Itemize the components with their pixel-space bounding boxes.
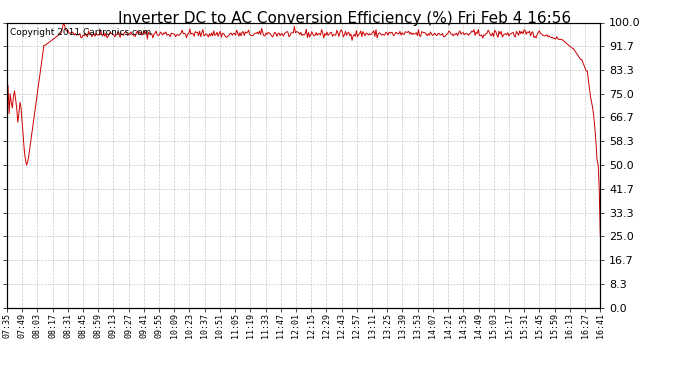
Text: Inverter DC to AC Conversion Efficiency (%) Fri Feb 4 16:56: Inverter DC to AC Conversion Efficiency … <box>119 11 571 26</box>
Text: Copyright 2011 Cartronics.com: Copyright 2011 Cartronics.com <box>10 28 151 37</box>
